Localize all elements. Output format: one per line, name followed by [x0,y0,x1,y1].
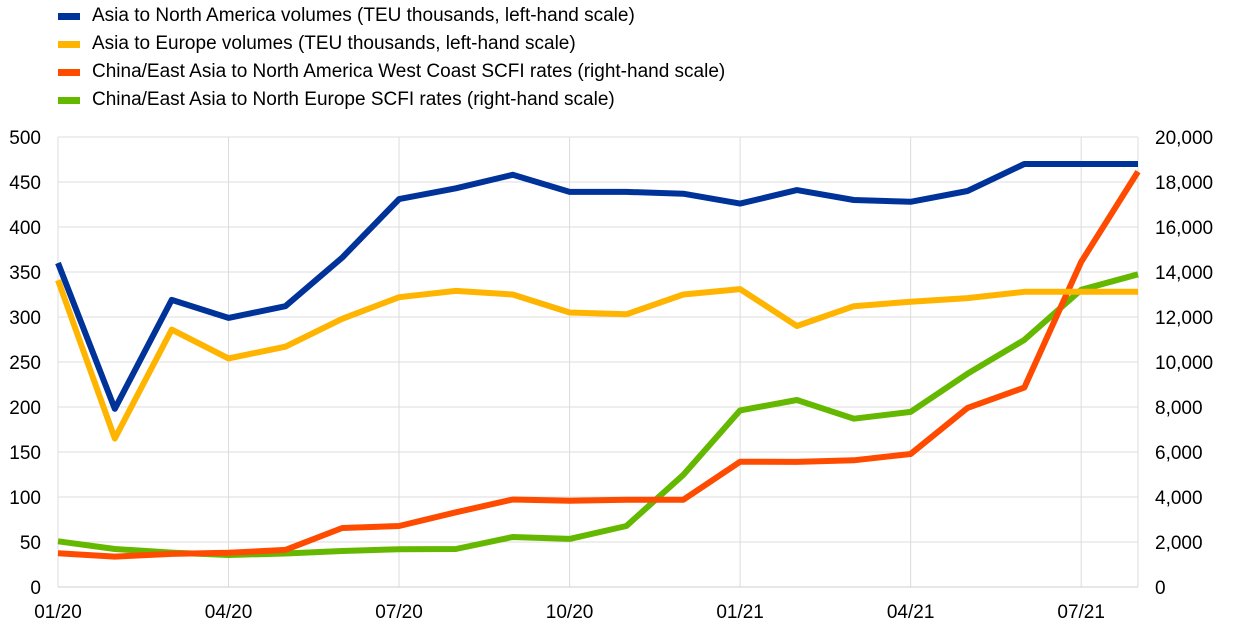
right-tick-label: 18,000 [1155,173,1213,194]
x-tick-label: 04/20 [205,602,253,623]
left-tick-label: 350 [9,263,41,284]
series-lines [55,161,1141,560]
legend-label: China/East Asia to North America West Co… [92,61,726,82]
right-tick-label: 10,000 [1155,353,1213,374]
legend-item: Asia to Europe volumes (TEU thousands, l… [58,30,725,58]
left-tick-label: 250 [9,353,41,374]
right-tick-label: 16,000 [1155,218,1213,239]
right-tick-label: 8,000 [1155,398,1203,419]
right-tick-label: 12,000 [1155,308,1213,329]
right-tick-label: 14,000 [1155,263,1213,284]
right-tick-label: 20,000 [1155,128,1213,149]
x-tick-label: 10/20 [546,602,594,623]
legend-label: Asia to Europe volumes (TEU thousands, l… [92,33,576,54]
x-axis: 01/20 04/20 07/20 10/20 01/21 04/21 07/21 [34,586,1138,623]
left-tick-label: 50 [20,533,41,554]
left-tick-label: 500 [9,128,41,149]
left-y-axis: 0 50 100 150 200 250 300 350 400 450 500 [9,128,41,599]
right-tick-label: 0 [1155,578,1166,599]
series-line [55,161,1138,412]
legend-item: Asia to North America volumes (TEU thous… [58,2,725,30]
left-tick-label: 100 [9,488,41,509]
legend-swatch [58,12,80,20]
series-line [55,279,1138,442]
gridlines [57,136,1139,587]
legend-label: Asia to North America volumes (TEU thous… [92,5,635,26]
legend-swatch [58,68,80,76]
right-tick-label: 2,000 [1155,533,1203,554]
x-tick-label: 04/21 [887,602,935,623]
legend-label: China/East Asia to North Europe SCFI rat… [92,89,615,110]
left-tick-label: 400 [9,218,41,239]
x-tick-label: 01/21 [716,602,764,623]
legend-swatch [58,96,80,104]
x-tick-label: 07/20 [375,602,423,623]
chart-legend: Asia to North America volumes (TEU thous… [58,2,725,114]
legend-item: China/East Asia to North America West Co… [58,58,725,86]
left-tick-label: 150 [9,443,41,464]
series-line [57,170,1141,560]
left-tick-label: 450 [9,173,41,194]
x-tick-label: 01/20 [34,602,82,623]
right-y-axis: 0 2,000 4,000 6,000 8,000 10,000 12,000 14,000 1… [1155,128,1213,599]
right-tick-label: 4,000 [1155,488,1203,509]
left-tick-label: 0 [30,578,41,599]
legend-item: China/East Asia to North Europe SCFI rat… [58,86,725,114]
x-tick-label: 07/21 [1057,602,1105,623]
left-tick-label: 300 [9,308,41,329]
left-tick-label: 200 [9,398,41,419]
legend-swatch [58,40,80,48]
right-tick-label: 6,000 [1155,443,1203,464]
